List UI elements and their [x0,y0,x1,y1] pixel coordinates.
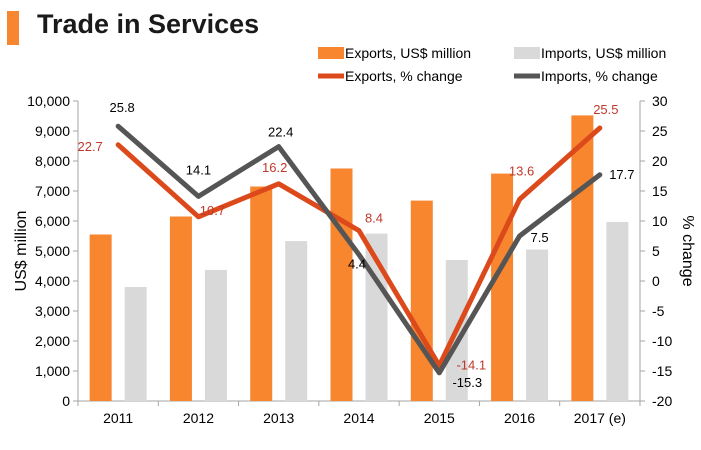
imports-bar [526,249,549,401]
right-tick-label: 30 [652,93,668,109]
exports-bar [571,115,594,402]
right-tick-label: 5 [652,243,660,259]
left-tick-label: 0 [62,393,70,409]
right-tick-label: -15 [652,363,672,379]
left-tick-label: 5,000 [35,243,70,259]
exports-bar [410,200,433,401]
right-tick-label: 15 [652,183,668,199]
x-tick-label: 2015 [424,410,455,426]
imports-change-label: -15.3 [452,375,482,390]
left-tick-label: 4,000 [35,273,70,289]
x-tick-label: 2011 [103,410,133,426]
imports-bar [606,221,629,401]
exports-change-label: 25.5 [593,102,618,117]
right-tick-label: -5 [652,303,665,319]
exports-bar [250,186,273,401]
legend: Exports, US$ million Imports, US$ million… [318,45,666,84]
right-tick-label: 0 [652,273,660,289]
legend-label: Exports, US$ million [345,45,471,61]
exports-bar [169,216,192,401]
left-tick-label: 7,000 [35,183,70,199]
exports-change-line [115,125,603,369]
right-tick-label: 20 [652,153,668,169]
lines [115,123,603,376]
imports-change-label: 17.7 [609,167,634,182]
exports-change-label: 16.2 [262,160,287,175]
left-tick-label: 10,000 [27,93,70,109]
left-tick-label: 8,000 [35,153,70,169]
legend-label: Imports, US$ million [541,45,666,61]
exports-bar [89,234,112,401]
imports-bar [204,269,227,401]
imports-change-label: 7.5 [531,230,549,245]
legend-label: Exports, % change [345,68,463,84]
imports-change-label: 22.4 [268,125,293,140]
legend-swatch [318,47,344,59]
x-tick-label: 2014 [343,410,374,426]
imports-bar [124,287,147,401]
y-axis-left-title: US$ million [13,211,30,292]
right-tick-label: 25 [652,123,668,139]
exports-change-label: 13.6 [509,163,534,178]
y-axis-right-title: % change [679,215,696,286]
legend-label: Imports, % change [541,68,658,84]
data-labels: 22.7 10.7 16.2 8.4 -14.1 13.6 25.5 25.8 14.1 22.4… [77,100,634,390]
right-tick-label: 10 [652,213,668,229]
x-tick-label: 2013 [263,410,294,426]
x-tick-label: 2016 [504,410,535,426]
exports-bar [330,168,353,401]
right-tick-label: -20 [652,393,672,409]
imports-change-label: 4.4 [348,257,366,272]
legend-swatch [514,47,540,59]
exports-bar [491,173,514,401]
left-tick-label: 2,000 [35,333,70,349]
right-tick-label: -10 [652,333,672,349]
x-tick-label: 2012 [183,410,214,426]
exports-change-label: -14.1 [456,358,486,373]
title-accent-bar [7,11,19,45]
exports-change-label: 10.7 [200,203,225,218]
chart-title: Trade in Services [37,9,260,39]
left-tick-label: 9,000 [35,123,70,139]
x-tick-label: 2017 (e) [574,410,626,426]
axes: 0 1,000 2,000 3,000 4,000 5,000 6,000 7,000 8,00… [13,93,696,426]
left-tick-label: 6,000 [35,213,70,229]
imports-change-line [115,123,603,376]
exports-change-label: 22.7 [77,139,102,154]
imports-bar [285,241,308,401]
left-tick-label: 1,000 [35,363,70,379]
imports-change-label: 14.1 [186,162,211,177]
left-tick-label: 3,000 [35,303,70,319]
imports-change-label: 25.8 [109,100,134,115]
exports-change-label: 8.4 [365,211,383,226]
